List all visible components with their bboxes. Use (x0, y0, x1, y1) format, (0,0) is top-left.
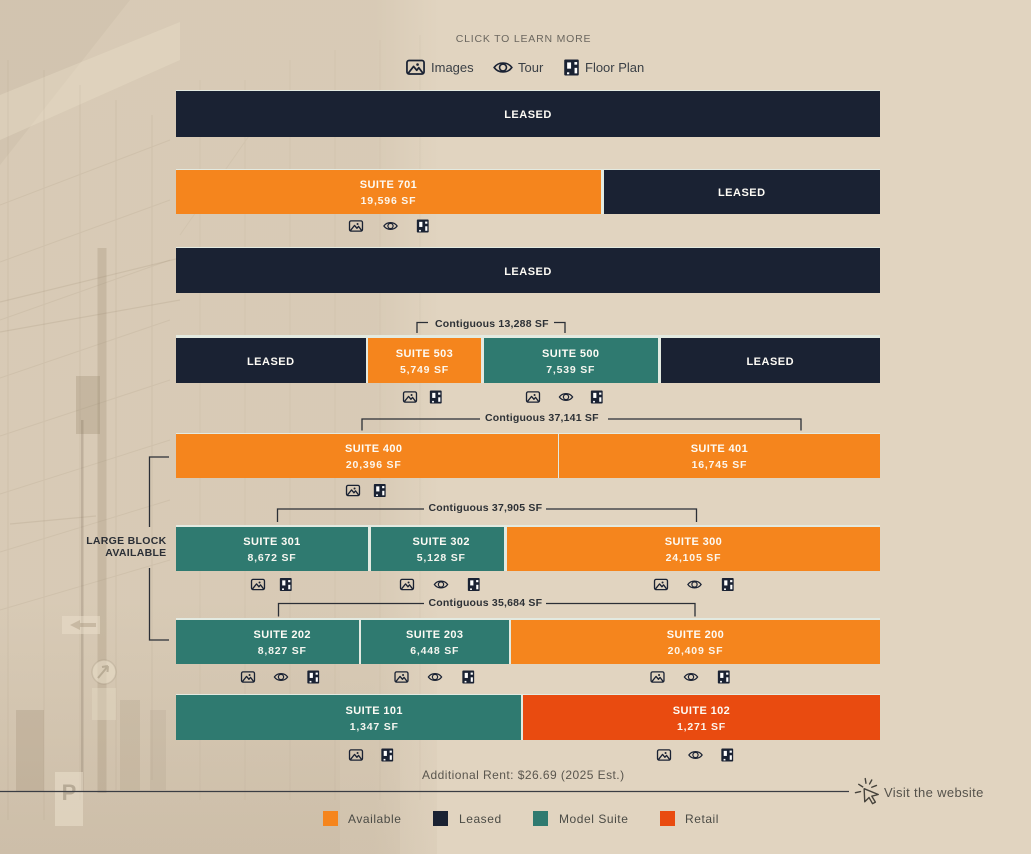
svg-text:P: P (62, 780, 77, 805)
